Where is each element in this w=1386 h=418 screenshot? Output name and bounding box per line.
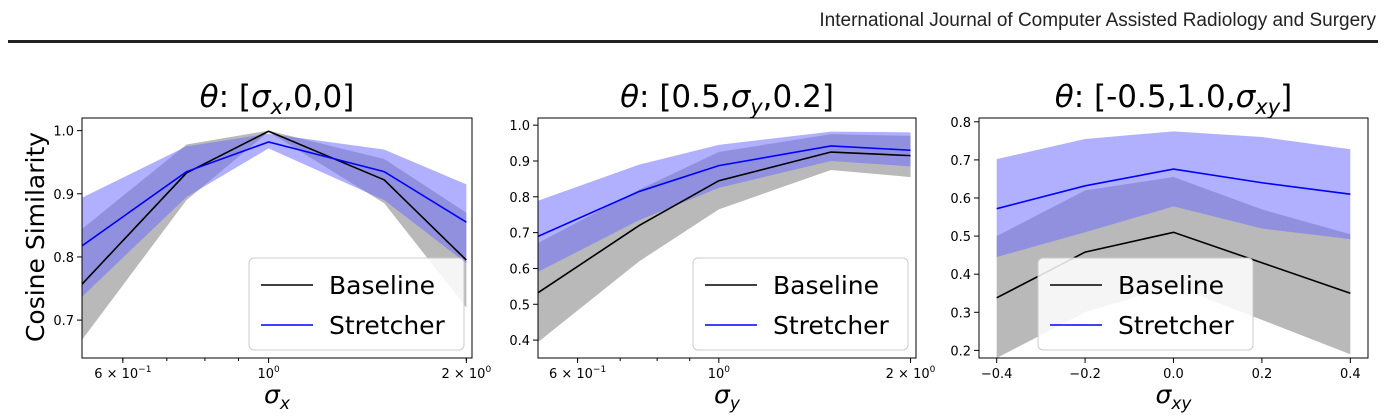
plot-frame	[537, 117, 917, 359]
y-tick-label: 1.0	[509, 119, 530, 134]
chart-panel-1: 0.7 0.8 0.9 1.0 6 × 10−1 100 2 × 100 θ: [σx,0,0…	[53, 79, 491, 414]
legend-box	[248, 257, 465, 351]
legend-label-baseline: Baseline	[1118, 271, 1224, 300]
y-axis-label: Cosine Similarity	[21, 132, 50, 342]
legend-label-baseline: Baseline	[773, 271, 879, 300]
y-tick-label: 0.5	[950, 230, 971, 245]
y-tick-label: 1.0	[53, 125, 74, 140]
legend-label-stretcher: Stretcher	[1118, 311, 1235, 340]
plot-area	[82, 130, 467, 340]
plot-frame	[81, 117, 473, 359]
x-tick-label: 6 × 10−1	[549, 365, 606, 382]
series-line-baseline	[538, 151, 911, 294]
legend-box	[1037, 257, 1254, 351]
x-tick-label: 100	[708, 365, 731, 382]
series-line-stretcher	[996, 168, 1351, 210]
y-tick-label: 0.9	[53, 188, 74, 203]
x-tick-label: 0.4	[1340, 367, 1361, 382]
y-tick-label: 0.3	[950, 306, 971, 321]
chart-panel-3: 0.2 0.3 0.4 0.5 0.6 0.7 0.8 −0.4 −0.2 0.0 0.2 0.4 θ:…	[950, 79, 1369, 414]
legend: Baseline Stretcher	[1037, 257, 1254, 351]
chart-title: θ: [σx,0,0]	[200, 79, 355, 119]
y-tick-label: 0.7	[509, 227, 530, 242]
x-axis-label: σy	[714, 380, 741, 414]
x-tick-label: 2 × 100	[441, 365, 491, 382]
plot-area	[538, 131, 911, 343]
y-tick-label: 0.4	[950, 268, 971, 283]
legend-label-stretcher: Stretcher	[773, 311, 890, 340]
x-tick-label: 100	[257, 365, 280, 382]
header-rule	[8, 40, 1378, 43]
y-tick-label: 0.5	[509, 298, 530, 313]
legend: Baseline Stretcher	[248, 257, 465, 351]
y-tick-label: 0.4	[509, 334, 530, 349]
y-tick-label: 0.8	[950, 116, 971, 131]
chart-panel-2: 0.4 0.5 0.6 0.7 0.8 0.9 1.0 6 × 10−1 100 2 × 100 θ…	[509, 79, 935, 414]
x-tick-label: 2 × 100	[886, 365, 936, 382]
y-tick-label: 0.7	[53, 314, 74, 329]
y-tick-label: 0.8	[509, 191, 530, 206]
y-tick-label: 0.7	[950, 154, 971, 169]
chart-title: θ: [-0.5,1.0,σxy]	[1055, 79, 1292, 119]
legend-box	[692, 257, 909, 351]
chart-title: θ: [0.5,σy,0.2]	[620, 79, 834, 119]
x-tick-label: 6 × 10−1	[94, 365, 151, 382]
y-tick-label: 0.9	[509, 155, 530, 170]
legend-label-baseline: Baseline	[329, 271, 435, 300]
y-tick-label: 0.2	[950, 344, 971, 359]
band-stretcher	[538, 131, 911, 272]
y-tick-label: 0.8	[53, 251, 74, 266]
band-stretcher	[996, 131, 1351, 258]
x-tick-label: 0.2	[1252, 367, 1273, 382]
y-tick-label: 0.6	[950, 192, 971, 207]
legend: Baseline Stretcher	[692, 257, 909, 351]
x-tick-label: 0.0	[1163, 367, 1184, 382]
x-tick-label: −0.2	[1069, 367, 1101, 382]
series-line-baseline	[82, 130, 467, 286]
x-tick-label: −0.4	[981, 367, 1013, 382]
series-line-stretcher	[538, 145, 911, 238]
x-axis-label: σx	[264, 380, 291, 414]
series-line-stretcher	[82, 141, 467, 247]
y-tick-label: 0.6	[509, 262, 530, 277]
journal-header: International Journal of Computer Assist…	[819, 10, 1376, 31]
x-axis-label: σxy	[1156, 380, 1193, 414]
legend-label-stretcher: Stretcher	[329, 311, 446, 340]
